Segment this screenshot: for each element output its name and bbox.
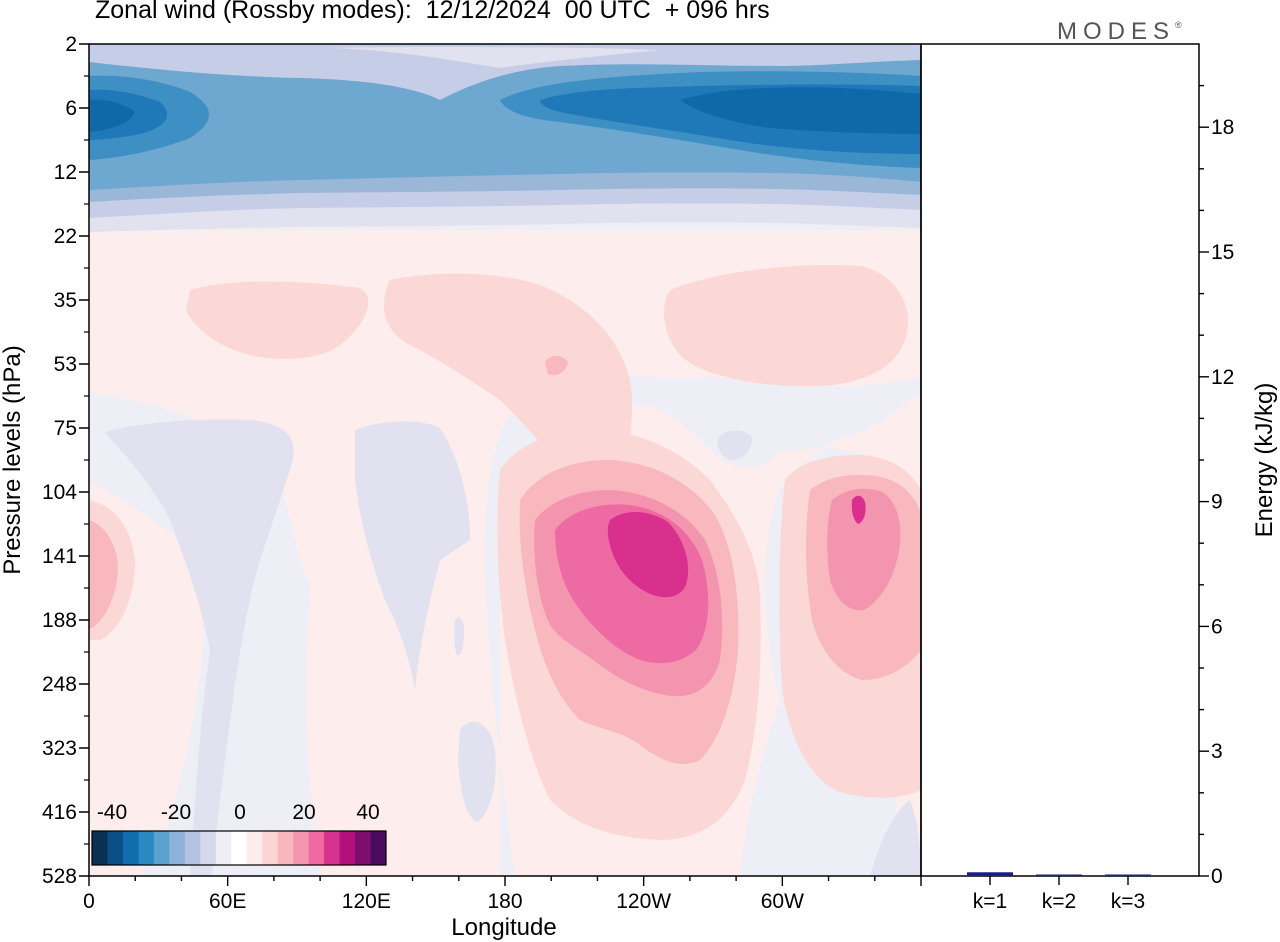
contour-neg-1-right — [717, 430, 752, 460]
colorbar-label: 40 — [356, 801, 379, 824]
contour-pos-2-leftedge — [89, 520, 118, 628]
energy-tick-label: 15 — [1211, 241, 1234, 264]
colorbar-swatch — [308, 831, 325, 865]
y-tick-label: 141 — [42, 545, 77, 568]
wavenumber-labels: k=1 k=2 k=3 — [973, 876, 1145, 913]
x-tick-label: 120W — [616, 890, 671, 913]
energy-tick-label: 0 — [1211, 865, 1223, 888]
contour-pos-2-dot — [545, 356, 568, 376]
colorbar-label: 0 — [234, 801, 246, 824]
contour-pos-5-rjet — [851, 495, 866, 524]
k-label: k=2 — [1042, 890, 1076, 913]
colorbar-swatch — [107, 831, 124, 865]
colorbar-swatch — [262, 831, 279, 865]
energy-tick-label: 3 — [1211, 740, 1223, 763]
colorbar-swatch — [92, 831, 108, 865]
contour-top-light — [89, 44, 921, 100]
y-tick-label: 53 — [54, 353, 77, 376]
contour-pos-1-center — [384, 273, 633, 470]
energy-bar — [1105, 874, 1151, 876]
energy-tick-label: 18 — [1211, 116, 1234, 139]
colorbar-swatch — [355, 831, 371, 865]
energy-bar — [967, 872, 1013, 876]
colorbar — [91, 830, 387, 866]
colorbar-swatch — [184, 831, 201, 865]
contour-neg-2-sliver — [454, 617, 464, 656]
colorbar-labels: -40 -20 0 20 40 — [97, 801, 380, 824]
contour-pos-1-right — [664, 265, 908, 387]
x-tick-label: 0 — [83, 890, 95, 913]
contour-neg-8-right — [680, 87, 921, 134]
colorbar-swatch — [370, 831, 387, 865]
energy-frame — [920, 43, 1200, 877]
energy-tick-label: 12 — [1211, 366, 1234, 389]
brand-text: MODES — [1057, 18, 1176, 45]
y-axis-title: Pressure levels (hPa) — [0, 345, 26, 574]
chart-title: Zonal wind (Rossby modes): 12/12/2024 00… — [95, 0, 770, 24]
colorbar-swatch — [293, 831, 310, 865]
colorbar-label: 20 — [292, 801, 315, 824]
contour-top-lightest — [330, 46, 660, 68]
y-tick-label: 2 — [65, 33, 77, 56]
colorbar-frame — [91, 830, 387, 866]
colorbar-swatch — [169, 831, 186, 865]
energy-axis-title: Energy (kJ/kg) — [1251, 383, 1278, 538]
colorbar-swatch — [246, 831, 263, 865]
colorbar-swatch — [324, 831, 340, 865]
y-tick-label: 528 — [42, 865, 77, 888]
colorbar-swatch — [231, 831, 248, 865]
y-tick-label: 323 — [42, 737, 77, 760]
colorbar-label: -40 — [97, 801, 127, 824]
y-tick-label: 75 — [54, 417, 77, 440]
x-tick-label: 60E — [209, 890, 246, 913]
y-tick-label: 35 — [54, 289, 77, 312]
x-tick-label: 120E — [342, 890, 391, 913]
y-tick-label: 104 — [42, 481, 77, 504]
y-tick-label: 416 — [42, 801, 77, 824]
energy-bar — [1036, 874, 1082, 876]
k-label: k=1 — [973, 890, 1007, 913]
energy-tick-label: 9 — [1211, 491, 1223, 514]
colorbar-swatch — [215, 831, 232, 865]
contour-pos-1-upper — [89, 245, 921, 259]
modes-logo: MODES® — [1057, 18, 1182, 46]
longitude-axis: 0 60E 120E 180 120W 60W — [83, 876, 922, 913]
colorbar-swatch — [200, 831, 217, 865]
x-tick-label: 180 — [487, 890, 522, 913]
colorbar-swatch — [138, 831, 155, 865]
contour-neg-2-col-center — [355, 421, 470, 690]
contour-pos-3-rjet — [827, 488, 901, 611]
x-axis-title: Longitude — [451, 914, 556, 941]
y-tick-label: 188 — [42, 609, 77, 632]
colorbar-swatch — [339, 831, 356, 865]
zonal-wind-field — [89, 44, 921, 876]
energy-axis: 0 3 6 9 12 15 18 — [1199, 84, 1234, 888]
contour-pos-5-jet — [607, 511, 689, 598]
colorbar-swatch — [277, 831, 294, 865]
y-tick-label: 12 — [54, 161, 77, 184]
contour-neg-2-low-right — [870, 800, 921, 876]
colorbar-swatch — [122, 831, 139, 865]
colorbar-swatch — [153, 831, 170, 865]
contour-neg-2-col-left — [105, 419, 294, 876]
energy-tick-label: 6 — [1211, 615, 1223, 638]
y-tick-label: 248 — [42, 673, 77, 696]
contour-neg-2-low — [458, 721, 496, 822]
y-tick-label: 22 — [54, 225, 77, 248]
energy-bars — [967, 872, 1151, 876]
registered-mark: ® — [1175, 20, 1182, 30]
k-label: k=3 — [1111, 890, 1145, 913]
y-tick-label: 6 — [65, 97, 77, 120]
contour-neg-8-left — [89, 99, 135, 132]
pressure-axis: 2 6 12 22 35 53 75 104 141 188 248 323 416 528 — [42, 33, 89, 888]
x-tick-label: 60W — [761, 890, 804, 913]
colorbar-label: -20 — [161, 801, 191, 824]
contour-pos-1-left — [186, 281, 369, 359]
